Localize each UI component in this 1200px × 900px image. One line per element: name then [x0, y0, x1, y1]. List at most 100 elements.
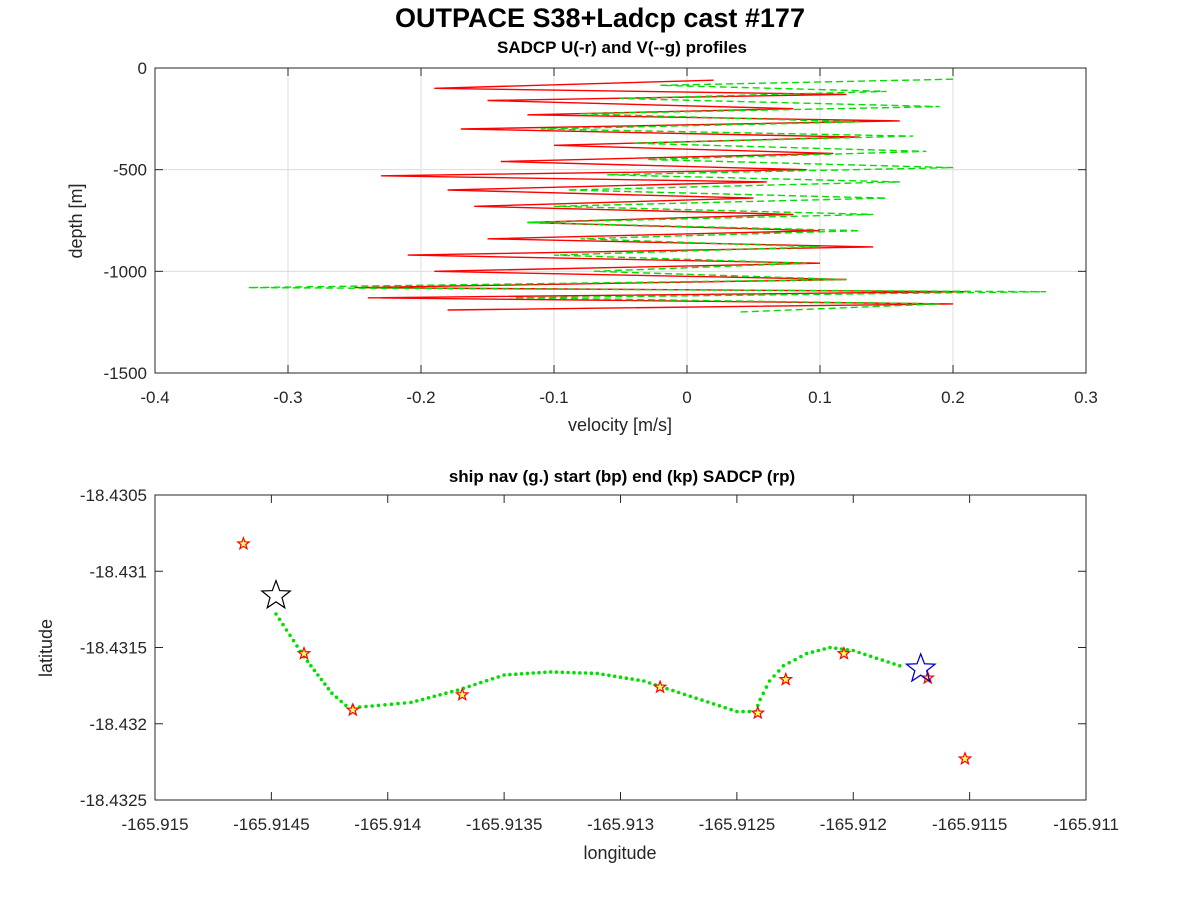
nav-ticks: -165.915 -165.9145 -165.914 -165.9135 -165.9…	[80, 486, 1119, 834]
ship-nav-point	[874, 656, 879, 660]
ship-nav-point	[548, 670, 553, 674]
ship-nav-point	[473, 682, 477, 687]
ship-nav-point	[383, 703, 387, 707]
ship-nav-point	[305, 659, 310, 663]
ship-nav-point	[376, 703, 381, 708]
ship-nav-point	[671, 688, 675, 693]
velocity-grid	[155, 68, 1086, 373]
ship-nav-point	[467, 684, 472, 689]
velocity-plot-area	[154, 67, 1087, 374]
ship-nav-point	[277, 617, 282, 622]
nav-y-tick-label: -18.4325	[80, 791, 147, 810]
ship-nav-point	[578, 671, 582, 675]
ship-nav-point	[572, 670, 576, 675]
ship-nav-point	[706, 700, 710, 704]
ship-nav-point	[688, 694, 693, 699]
ship-nav-point	[525, 671, 530, 676]
ship-nav-point	[426, 696, 431, 700]
ship-nav-point	[799, 654, 803, 659]
ship-nav-point	[566, 670, 570, 675]
sadcp-star-marker	[296, 645, 312, 660]
ship-nav-point	[326, 686, 331, 691]
ship-nav-point	[484, 678, 489, 683]
ship-nav-point	[601, 672, 605, 677]
ship-nav-point	[772, 674, 776, 678]
velocity-plot-title: SADCP U(-r) and V(--g) profiles	[497, 38, 747, 57]
ship-nav-point	[295, 644, 299, 648]
ship-nav-point	[402, 701, 407, 705]
velocity-x-tick-label: 0.3	[1074, 388, 1098, 407]
ship-nav-point	[543, 670, 547, 675]
velocity-profile-axes: SADCP U(-r) and V(--g) profiles -0.4 -0.3…	[66, 38, 1098, 435]
ship-nav-point	[589, 671, 594, 675]
velocity-x-tick-label: -0.3	[273, 388, 302, 407]
sadcp-star-marker	[957, 751, 973, 766]
nav-y-tick-label: -18.4305	[80, 486, 147, 505]
velocity-y-tick-label: -1500	[104, 364, 147, 383]
velocity-x-tick-label: 0.2	[941, 388, 965, 407]
nav-x-tick-label: -165.9125	[699, 815, 776, 834]
ship-nav-point	[747, 709, 752, 714]
sadcp-star-marker	[652, 679, 668, 694]
ship-nav-point	[767, 679, 772, 683]
sadcp-star-marker	[236, 536, 251, 551]
nav-x-tick-label: -165.9145	[233, 815, 310, 834]
nav-x-tick-label: -165.911	[1053, 815, 1119, 834]
velocity-x-tick-label: -0.4	[140, 388, 169, 407]
ship-nav-point	[288, 633, 292, 638]
ship-nav-point	[607, 673, 611, 678]
ship-nav-point	[851, 648, 855, 653]
velocity-y-tick-label: -500	[113, 161, 147, 180]
ship-nav-point	[396, 701, 400, 706]
ship-nav-point	[560, 670, 565, 675]
velocity-series-v-line	[248, 78, 1047, 313]
ship-nav-axes: ship nav (g.) start (bp) end (kp) SADCP …	[36, 467, 1119, 863]
ship-nav-point	[694, 696, 698, 700]
ship-nav-point	[284, 628, 289, 632]
ship-nav-point	[777, 669, 781, 673]
nav-x-label: longitude	[583, 843, 656, 863]
ship-nav-point	[281, 622, 285, 627]
ship-nav-point	[479, 680, 483, 685]
ship-nav-point	[642, 679, 646, 683]
ship-nav-point	[810, 650, 815, 654]
ship-nav-point	[455, 688, 460, 692]
ship-nav-point	[880, 658, 885, 662]
ship-nav-point	[868, 654, 873, 659]
sadcp-star-marker	[454, 687, 470, 701]
ship-nav-point	[502, 673, 506, 677]
nav-x-tick-label: -165.914	[354, 815, 421, 834]
ship-nav-point	[312, 668, 317, 673]
ship-nav-point	[676, 690, 681, 695]
ship-nav-point	[420, 697, 425, 702]
ship-nav-point	[700, 698, 704, 702]
ship-nav-point	[665, 686, 669, 691]
ship-nav-point	[339, 699, 344, 704]
ship-nav-point	[723, 705, 727, 710]
ship-nav-point	[344, 703, 348, 708]
ship-nav-point	[822, 647, 826, 651]
ship-nav-point	[828, 645, 832, 650]
ship-nav-point	[741, 709, 745, 714]
ship-nav-point	[711, 702, 716, 706]
ship-nav-point	[735, 709, 739, 714]
ship-nav-point	[834, 646, 838, 651]
velocity-x-tick-label: 0.1	[808, 388, 832, 407]
end-position-star	[260, 578, 292, 610]
velocity-series	[248, 78, 1047, 313]
sadcp-star-marker	[345, 702, 361, 717]
ship-nav-point	[761, 691, 766, 696]
velocity-x-label: velocity [m/s]	[568, 415, 672, 435]
nav-y-tick-label: -18.431	[89, 562, 147, 581]
velocity-y-tick-label: 0	[138, 59, 147, 78]
ship-nav-point	[319, 677, 324, 682]
ship-nav-point	[886, 660, 890, 664]
figure-title: OUTPACE S38+Ladcp cast #177	[395, 3, 805, 33]
ship-nav-point	[514, 672, 518, 676]
ship-nav-point	[857, 650, 861, 655]
ship-nav-point	[787, 660, 791, 665]
velocity-ticks: -0.4 -0.3 -0.2 -0.1 0 0.1 0.2 0.3 -1500 -1000 -500…	[104, 59, 1098, 407]
ship-nav-point	[409, 700, 413, 705]
ship-nav-point	[364, 704, 368, 709]
ship-nav-point	[682, 692, 687, 697]
